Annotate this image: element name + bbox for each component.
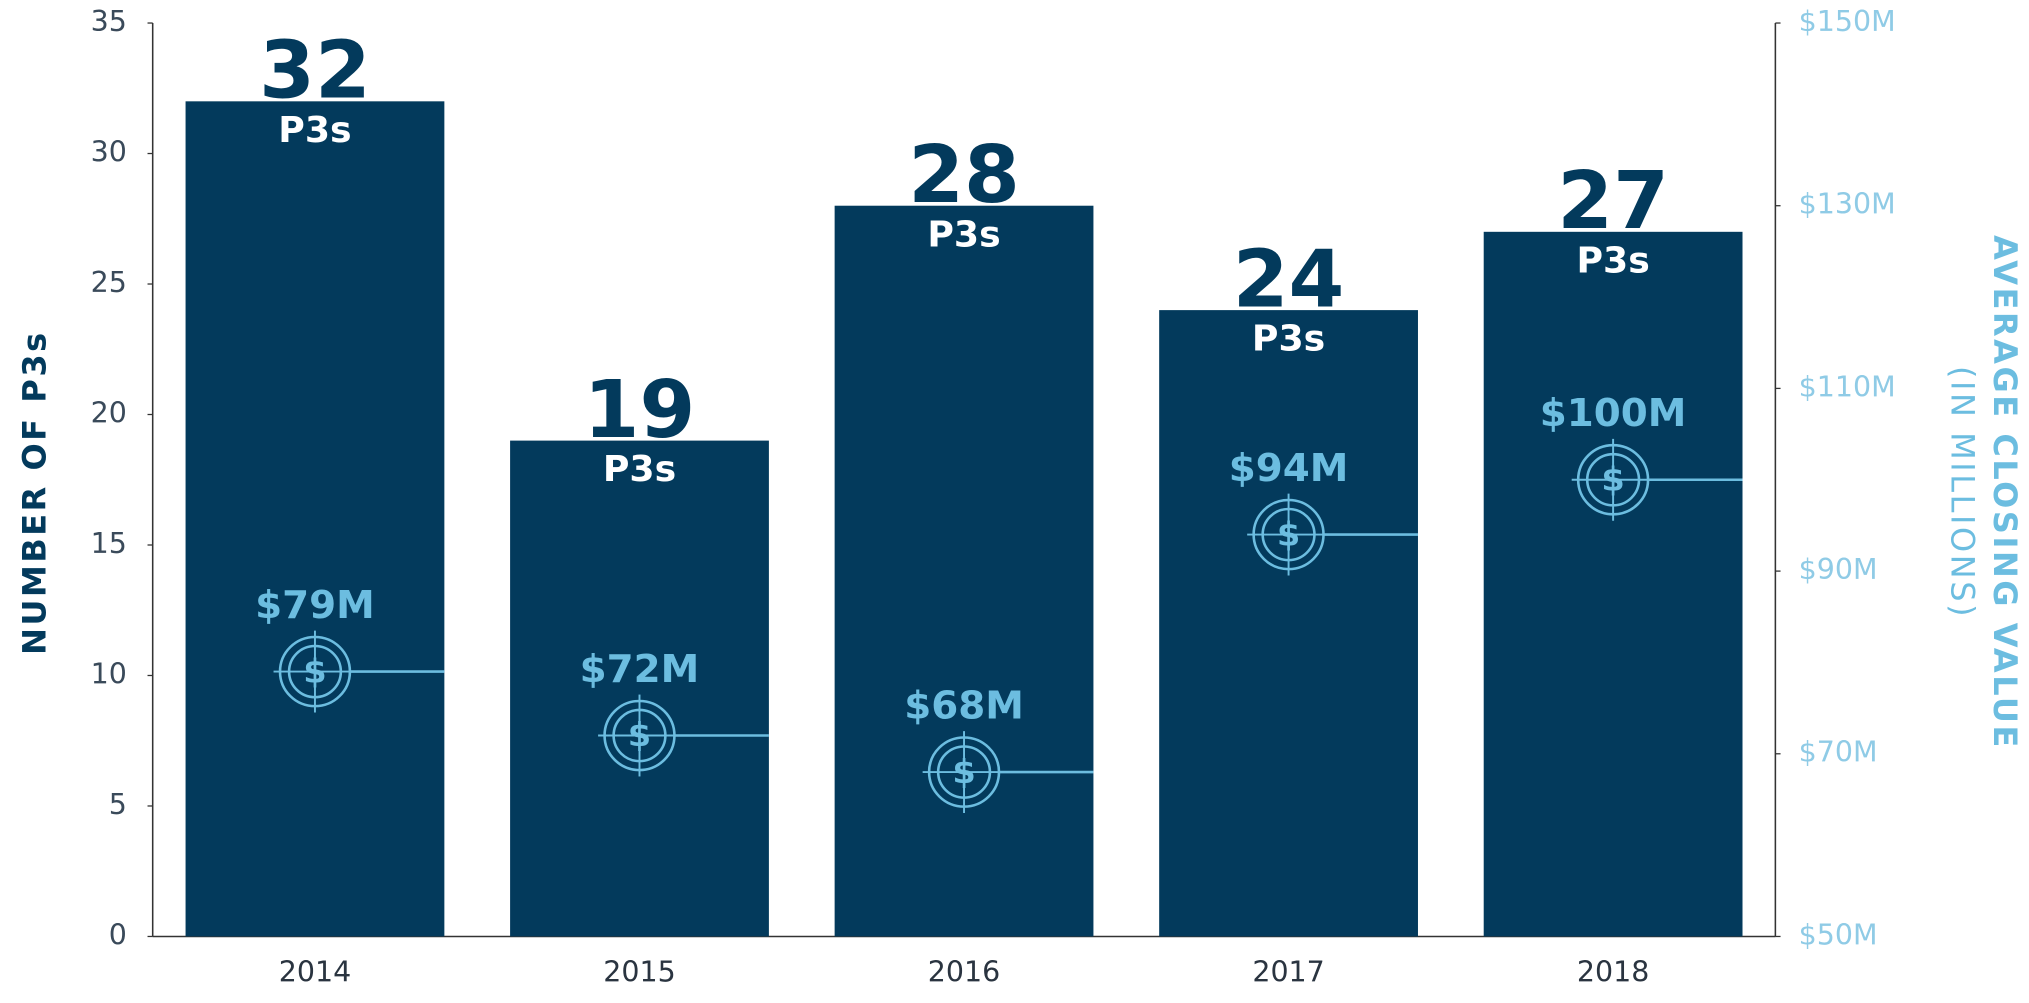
closing-value-label: $94M [1229, 446, 1349, 491]
y-tick-label: 35 [91, 5, 127, 38]
bar-value-label: 24 [1233, 233, 1345, 325]
marker-symbol: $ [1601, 460, 1624, 499]
bar-unit-label: P3s [927, 215, 1000, 256]
y-tick-label: 25 [91, 266, 127, 299]
y-tick-label: 15 [91, 527, 127, 560]
y2-tick-label: $70M [1799, 736, 1878, 769]
y-tick-label: 0 [109, 919, 127, 952]
bar [185, 101, 445, 937]
x-tick-label: 2017 [1252, 956, 1324, 989]
bar-value-label: 28 [908, 128, 1020, 220]
bar [834, 205, 1094, 937]
closing-value-label: $68M [904, 684, 1024, 729]
marker-symbol: $ [952, 752, 975, 791]
marker-symbol: $ [303, 651, 326, 690]
y-tick-label: 20 [91, 397, 127, 430]
closing-value-label: $72M [580, 647, 700, 692]
y2-tick-label: $90M [1799, 553, 1878, 586]
bar [1483, 231, 1743, 937]
bar-unit-label: P3s [603, 449, 676, 490]
y2-tick-label: $150M [1799, 5, 1896, 38]
y2-axis-label: AVERAGE CLOSING VALUE [1986, 235, 2024, 750]
bar-unit-label: P3s [1252, 319, 1325, 360]
closing-value-label: $100M [1540, 391, 1687, 436]
marker-symbol: $ [628, 715, 651, 754]
bar [1159, 310, 1418, 937]
y2-tick-label: $130M [1799, 188, 1896, 221]
x-tick-label: 2018 [1577, 956, 1649, 989]
y2-tick-label: $50M [1799, 919, 1878, 952]
y-axis-label: NUMBER OF P3s [15, 330, 53, 655]
bar-value-label: 27 [1557, 154, 1669, 246]
bar-value-label: 32 [259, 24, 371, 116]
y-tick-label: 5 [109, 788, 127, 821]
bar-unit-label: P3s [1576, 241, 1649, 282]
x-tick-label: 2015 [603, 956, 675, 989]
y2-axis-sublabel: (IN MILLIONS) [1943, 366, 1981, 619]
y2-tick-label: $110M [1799, 371, 1896, 404]
y-tick-label: 30 [91, 136, 127, 169]
y-tick-label: 10 [91, 658, 127, 691]
closing-value-label: $79M [255, 583, 375, 628]
bar-value-label: 19 [584, 363, 696, 455]
x-tick-label: 2014 [279, 956, 351, 989]
x-tick-label: 2016 [928, 956, 1000, 989]
bar-unit-label: P3s [278, 110, 351, 151]
bar [510, 440, 769, 937]
marker-symbol: $ [1277, 514, 1300, 553]
